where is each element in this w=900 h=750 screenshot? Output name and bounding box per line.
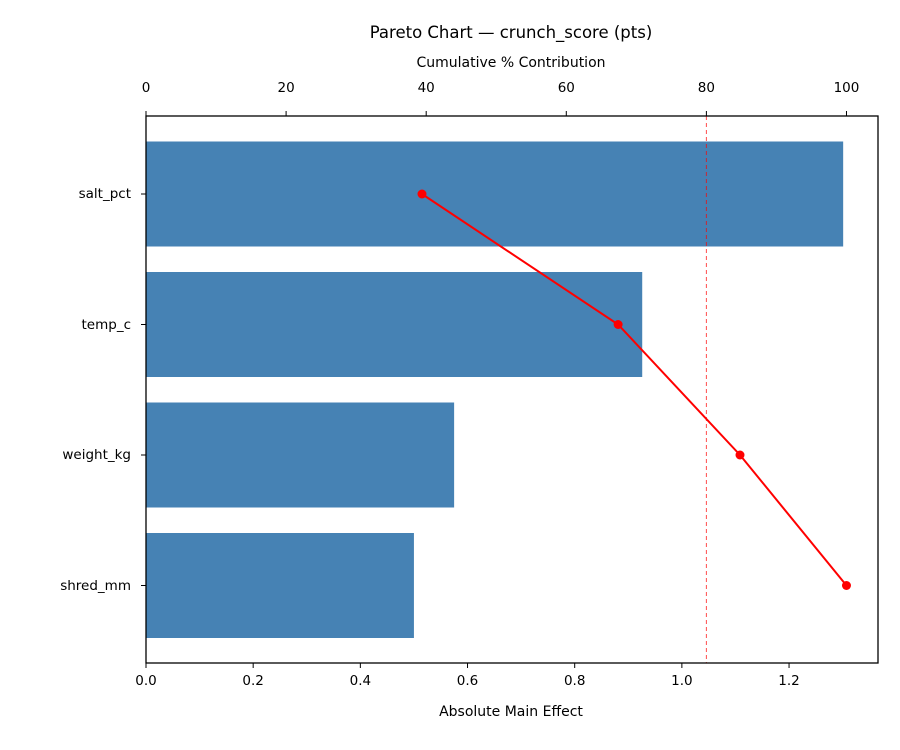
x-tick-label: 0.6 [456, 673, 479, 689]
top-tick-label: 40 [417, 80, 435, 96]
cumulative-marker [841, 581, 851, 590]
bar-weight_kg [146, 402, 455, 508]
plot-frame [145, 115, 879, 664]
top-tick-label: 60 [557, 80, 575, 96]
y-tick-label: salt_pct [78, 186, 131, 202]
x-tick-label: 1.0 [671, 673, 693, 689]
top-tick-label: 80 [697, 80, 715, 96]
y-tick-label: weight_kg [62, 447, 131, 463]
cumulative-marker [735, 450, 745, 460]
y-tick-label: shred_mm [60, 577, 131, 594]
x-tick-label: 0.0 [135, 673, 157, 689]
bar-temp_c [146, 272, 643, 377]
top-tick-label: 0 [141, 80, 151, 96]
chart-title: Pareto Chart — crunch_score (pts) [369, 23, 653, 42]
cumulative-line [421, 193, 848, 587]
bar-salt_pct [146, 141, 844, 247]
top-axis-label: Cumulative % Contribution [416, 55, 606, 71]
cumulative-markers [417, 189, 851, 590]
cumulative-marker [417, 189, 427, 199]
bar-shred_mm [146, 533, 414, 638]
cumulative-marker [613, 320, 623, 329]
x-tick-label: 0.4 [349, 673, 372, 689]
x-tick-label: 0.8 [563, 673, 586, 689]
top-tick-label: 20 [277, 80, 295, 96]
x-tick-label: 0.2 [242, 673, 264, 689]
x-tick-label: 1.2 [778, 673, 800, 689]
bar-series [146, 141, 844, 638]
axis-ticks [141, 111, 847, 668]
bottom-axis-label: Absolute Main Effect [439, 704, 583, 720]
y-tick-label: temp_c [81, 316, 132, 333]
top-tick-label: 100 [833, 80, 860, 96]
